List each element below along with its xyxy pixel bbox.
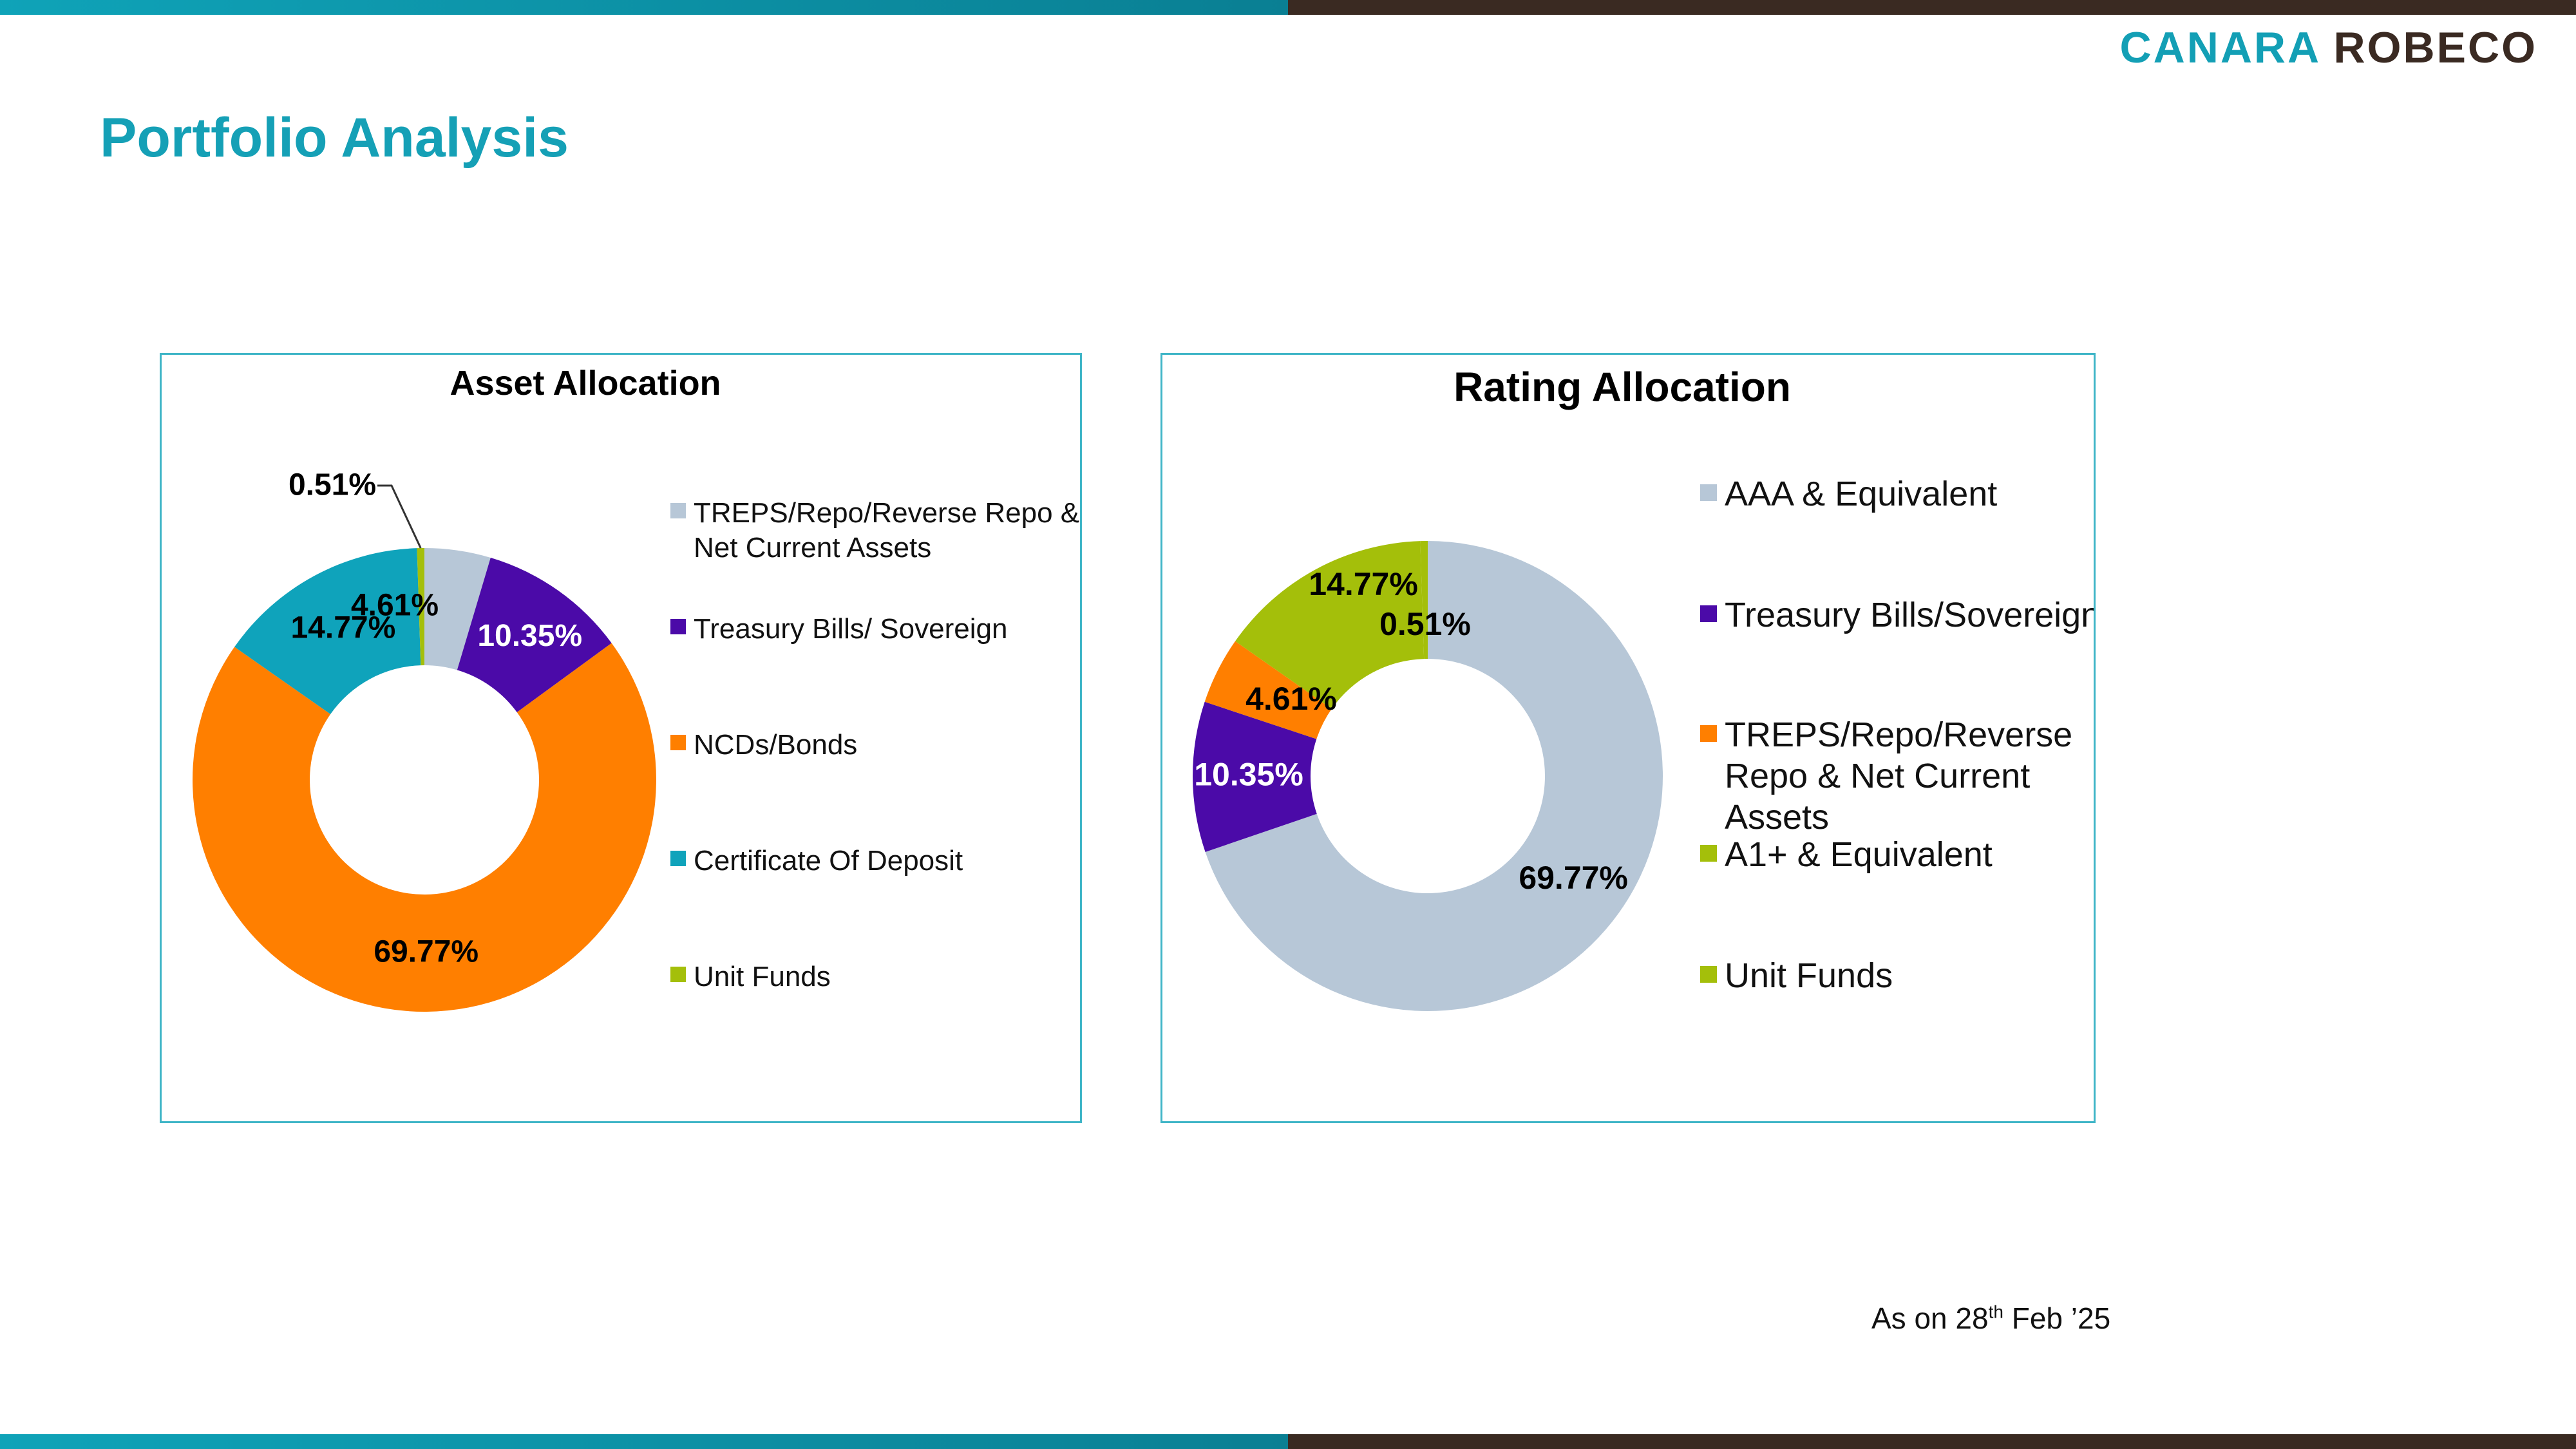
bottom-accent-bar-brown bbox=[1288, 1434, 2576, 1449]
bottom-accent-bar bbox=[0, 1434, 2576, 1449]
legend-swatch-a1-equivalent bbox=[1700, 845, 1717, 862]
data-label-certificate-of-deposit: 14.77% bbox=[290, 611, 395, 645]
data-label-treasury-bills-sovereign: 10.35% bbox=[1194, 756, 1303, 792]
legend-label-treasury-bills-sovereign: Treasury Bills/Sovereign bbox=[1725, 596, 2094, 634]
brand-logo: CANARA ROBECO bbox=[2120, 23, 2538, 73]
data-label-a1-equivalent: 14.77% bbox=[1309, 566, 1418, 602]
legend-line: AAA & Equivalent bbox=[1725, 475, 1997, 513]
legend-swatch-unit-funds bbox=[670, 967, 686, 982]
legend-label-treps-repo-reverse-repo-net-current-assets: TREPS/Repo/Reverse Repo & Net Current Ass… bbox=[694, 497, 1079, 564]
rating-allocation-panel: Rating Allocation 69.77% 10.35% 4.61% 14.77%… bbox=[1160, 353, 2096, 1123]
slice-treasury-bills-sovereign bbox=[1193, 701, 1317, 852]
brand-logo-part2: ROBECO bbox=[2333, 23, 2537, 72]
legend-label-treasury-bills-sovereign: Treasury Bills/ Sovereign bbox=[694, 613, 1007, 645]
chart-title: Asset Allocation bbox=[450, 364, 721, 402]
legend-line: TREPS/Repo/Reverse Repo & bbox=[694, 497, 1079, 529]
legend-swatch-ncds-bonds bbox=[670, 735, 686, 750]
data-label-aaa-equivalent: 69.77% bbox=[1519, 860, 1628, 896]
rating-allocation-chart: Rating Allocation 69.77% 10.35% 4.61% 14.77%… bbox=[1193, 364, 2094, 1011]
bottom-accent-bar-teal bbox=[0, 1434, 1288, 1449]
legend-label-aaa-equivalent: AAA & Equivalent bbox=[1725, 475, 1997, 513]
slice-a1-equivalent bbox=[1235, 541, 1425, 709]
legend-swatch-treps-repo-reverse-repo-net-current-assets bbox=[670, 503, 686, 518]
asset-allocation-chart: Asset Allocation 4.61% 10.35% 69.77% 14.77% 0… bbox=[192, 364, 1079, 1012]
brand-logo-part1: CANARA bbox=[2119, 23, 2320, 72]
legend-line: Treasury Bills/Sovereign bbox=[1725, 596, 2094, 634]
data-label-treps-repo-reverse-repo-net-current-assets: 4.61% bbox=[1245, 681, 1337, 717]
slice-unit-funds bbox=[417, 548, 424, 666]
as-on-date-prefix: As on 28 bbox=[1871, 1302, 1989, 1335]
slice-unit-funds bbox=[1420, 541, 1428, 659]
legend-swatch-treasury-bills-sovereign bbox=[1700, 605, 1717, 622]
legend-label-unit-funds: Unit Funds bbox=[1725, 956, 1893, 995]
chart-title: Rating Allocation bbox=[1454, 364, 1791, 410]
legend-line: Treasury Bills/ Sovereign bbox=[694, 613, 1007, 645]
data-label-treps-repo-reverse-repo-net-current-assets: 4.61% bbox=[351, 589, 439, 623]
legend-line: Net Current Assets bbox=[694, 532, 931, 564]
top-accent-bar bbox=[0, 0, 2576, 15]
legend-line: Certificate Of Deposit bbox=[694, 845, 963, 876]
legend-swatch-unit-funds bbox=[1700, 966, 1717, 983]
data-label-treasury-bills-sovereign: 10.35% bbox=[477, 619, 582, 653]
legend-label-unit-funds: Unit Funds bbox=[694, 961, 831, 992]
top-accent-bar-teal bbox=[0, 0, 1288, 15]
slice-treasury-bills-sovereign bbox=[457, 557, 612, 712]
top-accent-bar-brown bbox=[1288, 0, 2576, 15]
leader-line bbox=[377, 484, 422, 549]
page-title: Portfolio Analysis bbox=[100, 107, 569, 169]
legend-line: Unit Funds bbox=[1725, 956, 1893, 995]
legend-swatch-treps-repo-reverse-repo-net-current-assets bbox=[1700, 725, 1717, 742]
slice-certificate-of-deposit bbox=[234, 548, 421, 714]
as-on-date-sup: th bbox=[1988, 1302, 2003, 1322]
legend-line: A1+ & Equivalent bbox=[1725, 835, 1993, 874]
legend-label-treps-repo-reverse-repo-net-current-assets: TREPS/Repo/Reverse Repo & Net Current Asse… bbox=[1725, 715, 2072, 837]
asset-allocation-panel: Asset Allocation 4.61% 10.35% 69.77% 14.77% 0… bbox=[160, 353, 1082, 1123]
legend-line: TREPS/Repo/Reverse bbox=[1725, 715, 2072, 754]
legend-swatch-aaa-equivalent bbox=[1700, 484, 1717, 501]
legend-swatch-certificate-of-deposit bbox=[670, 851, 686, 866]
legend-line: Assets bbox=[1725, 798, 1829, 837]
legend-label-a1-equivalent: A1+ & Equivalent bbox=[1725, 835, 1993, 874]
slice-treps-repo-reverse-repo-net-current-assets bbox=[424, 548, 491, 670]
legend-line: Unit Funds bbox=[694, 961, 831, 992]
legend-label-certificate-of-deposit: Certificate Of Deposit bbox=[694, 845, 963, 876]
slice-aaa-equivalent bbox=[1205, 541, 1663, 1011]
legend-swatch-treasury-bills-sovereign bbox=[670, 619, 686, 634]
slice-treps-repo-reverse-repo-net-current-assets bbox=[1204, 641, 1332, 739]
legend-label-ncds-bonds: NCDs/Bonds bbox=[694, 729, 857, 761]
as-on-date-suffix: Feb ’25 bbox=[2003, 1302, 2111, 1335]
slice-ncds-bonds bbox=[192, 643, 657, 1012]
data-label-unit-funds: 0.51% bbox=[289, 468, 376, 502]
as-on-date: As on 28th Feb ’25 bbox=[1871, 1301, 2110, 1336]
data-label-ncds-bonds: 69.77% bbox=[374, 935, 478, 969]
data-label-unit-funds: 0.51% bbox=[1379, 606, 1471, 642]
legend-line: NCDs/Bonds bbox=[694, 729, 857, 761]
legend-line: Repo & Net Current bbox=[1725, 757, 2030, 795]
